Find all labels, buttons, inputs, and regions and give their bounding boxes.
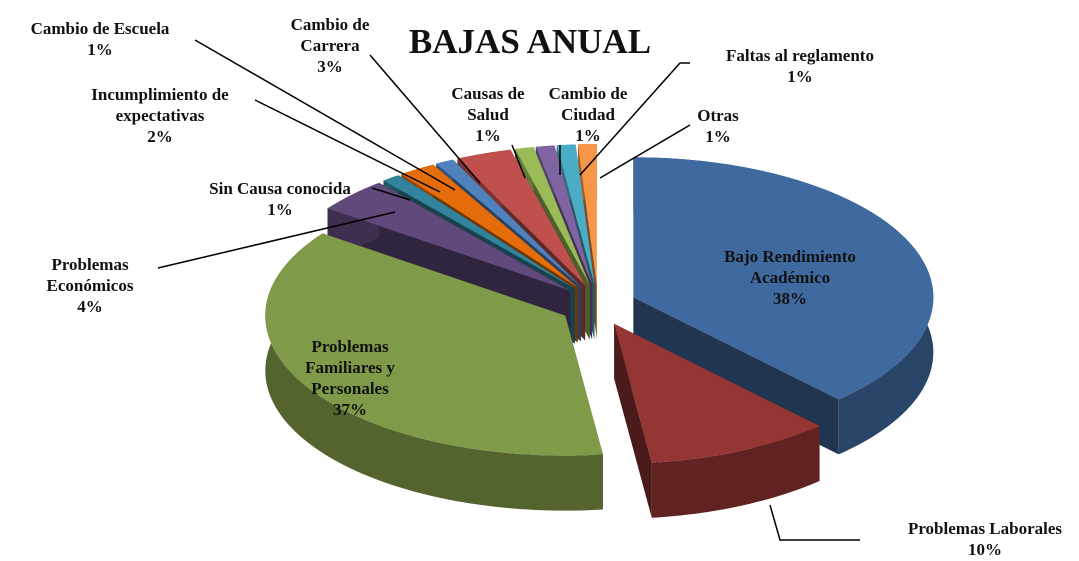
slice-top: [535, 145, 593, 285]
slice-label: Cambio de Ciudad 1%: [543, 83, 633, 146]
slice-label: Problemas Familiares y Personales 37%: [280, 336, 420, 420]
slice-value: 37%: [333, 400, 367, 419]
slice-label: Otras 1%: [678, 105, 758, 147]
slice-name: Bajo Rendimiento Académico: [724, 247, 856, 287]
chart-title: BAJAS ANUAL: [408, 22, 652, 61]
slice-label: Cambio de Escuela 1%: [0, 18, 200, 60]
slice-label: Bajo Rendimiento Académico 38%: [695, 246, 885, 309]
slice-value: 1%: [475, 126, 501, 145]
slice-name: Faltas al reglamento: [726, 46, 874, 65]
slice-value: 1%: [705, 127, 731, 146]
slice-value: 3%: [317, 57, 343, 76]
slice: [614, 323, 820, 518]
slice-value: 1%: [87, 40, 113, 59]
slice: [265, 233, 603, 511]
slice-label: Sin Causa conocida 1%: [170, 178, 390, 220]
leader-line: [579, 62, 690, 176]
slice-label: Problemas Laborales 10%: [870, 518, 1079, 560]
leader-line: [371, 187, 411, 201]
leader-line: [511, 144, 526, 179]
slice-top: [457, 149, 586, 286]
slice-label: Causas de Salud 1%: [443, 83, 533, 146]
slice-top: [614, 323, 820, 463]
slice-top: [515, 147, 590, 285]
slice-name: Incumplimiento de expectativas: [91, 85, 229, 125]
slice-label: Cambio de Carrera 3%: [280, 14, 380, 77]
slice-name: Causas de Salud: [451, 84, 525, 124]
slice-top: [327, 182, 571, 291]
slice-name: Cambio de Carrera: [290, 15, 370, 55]
leader-line: [254, 99, 441, 193]
slice-top: [401, 164, 578, 288]
slice-value: 2%: [147, 127, 173, 146]
leader-line: [369, 54, 481, 184]
slice-value: 1%: [787, 67, 813, 86]
slice-name: Problemas Laborales: [907, 519, 1063, 538]
slice-top: [436, 159, 581, 287]
leader-line: [157, 211, 396, 269]
slice-name: Cambio de Ciudad: [548, 84, 628, 124]
slice-value: 38%: [773, 289, 807, 308]
slice-name: Otras: [697, 106, 739, 125]
slice-value: 4%: [77, 297, 103, 316]
leader-line: [769, 504, 860, 541]
slice-wall: [651, 425, 820, 518]
slice-side: [614, 323, 652, 518]
slice-label: Incumplimiento de expectativas 2%: [55, 84, 265, 147]
leader-line: [194, 39, 456, 191]
slice-value: 10%: [968, 540, 1002, 559]
slice-name: Sin Causa conocida: [209, 179, 351, 198]
slice-top: [633, 157, 934, 400]
slice-top: [265, 233, 603, 456]
leader-line: [599, 124, 691, 179]
slice-top: [383, 175, 575, 289]
slice-label: Faltas al reglamento 1%: [680, 45, 920, 87]
slice-top: [577, 144, 597, 285]
slice-label: Problemas Económicos 4%: [30, 254, 150, 317]
slice-value: 1%: [575, 126, 601, 145]
slice-value: 1%: [267, 200, 293, 219]
slice-name: Problemas Familiares y Personales: [305, 337, 395, 398]
slice-top: [556, 144, 595, 285]
slice-name: Cambio de Escuela: [30, 19, 170, 38]
slice-wall: [265, 233, 603, 511]
slice-name: Problemas Económicos: [46, 255, 134, 295]
